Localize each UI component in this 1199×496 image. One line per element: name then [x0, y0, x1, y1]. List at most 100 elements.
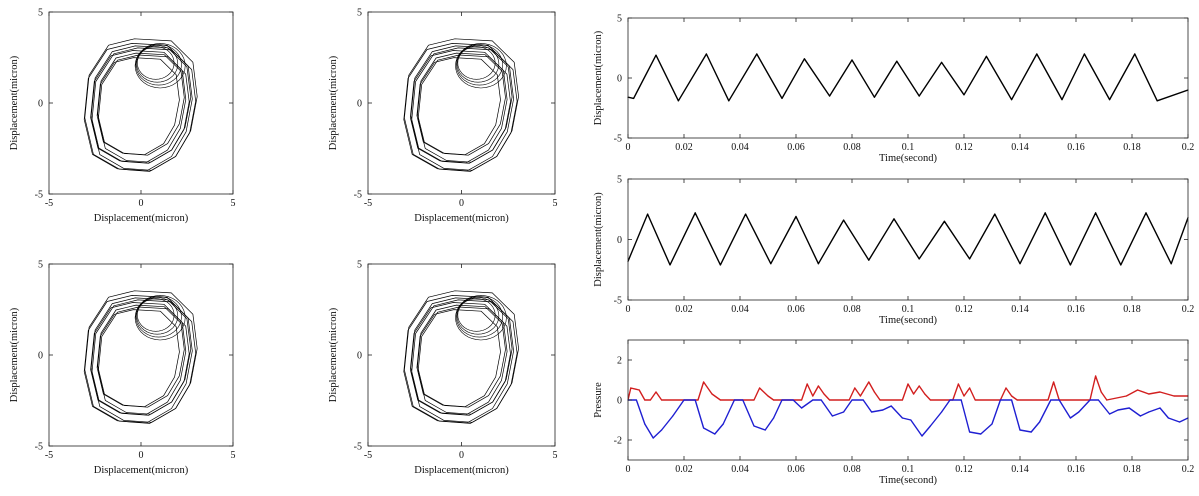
y-tick-label-orbit-1-2: 0: [38, 99, 43, 110]
data-point-pressure-1-5: [649, 399, 652, 401]
data-point-pressure-2-45: [1058, 399, 1060, 401]
data-point-pressure-1-18: [812, 395, 814, 397]
data-point-pressure-2-35: [960, 399, 962, 401]
data-point-time-displacement-2-1-23: [1170, 263, 1172, 265]
data-point-pressure-2-57: [1179, 421, 1181, 423]
x-axis-label-orbit-3: Displacement(micron): [94, 465, 189, 476]
data-point-pressure-1-4: [644, 399, 646, 401]
data-point-pressure-1-24: [859, 395, 862, 397]
y-axis-label-orbit-1: Displacement(micron): [9, 55, 20, 150]
data-point-pressure-2-39: [999, 399, 1002, 401]
x-tick-label-pressure-6: 0.1: [902, 464, 915, 475]
data-point-time-displacement-2-1-5: [719, 264, 722, 266]
data-point-pressure-1-27: [879, 399, 881, 401]
data-point-time-displacement-1-1-6: [728, 100, 730, 102]
data-point-pressure-1-33: [929, 399, 932, 401]
y-axis-label-time-displacement-1: Displacement(micron): [593, 30, 604, 125]
y-tick-label-orbit-2-2: 0: [357, 99, 362, 110]
data-point-pressure-1-53: [1159, 391, 1161, 393]
orbit-lobe-orbit-2-1: [457, 46, 496, 80]
y-tick-label-orbit-4-2: 0: [357, 351, 362, 362]
data-point-time-displacement-2-1-6: [745, 213, 747, 215]
series-line-pressure-2: [628, 399, 1188, 439]
orbit-lobe-orbit-3-2: [136, 297, 179, 335]
data-point-time-displacement-1-1-23: [1134, 53, 1136, 55]
data-point-pressure-2-13: [742, 399, 744, 401]
x-tick-label-time-displacement-1-5: 0.08: [843, 142, 861, 153]
data-point-pressure-2-18: [792, 399, 794, 401]
data-point-pressure-2-24: [851, 399, 853, 401]
data-point-pressure-1-11: [719, 399, 722, 401]
data-point-pressure-2-47: [1078, 411, 1080, 413]
data-point-time-displacement-1-1-15: [941, 61, 943, 64]
x-tick-label-orbit-1-1: -5: [45, 198, 53, 209]
data-point-pressure-1-21: [829, 399, 831, 401]
x-tick-label-time-displacement-1-2: 0.02: [675, 142, 693, 153]
orbit-lobe-orbit-4-3: [455, 296, 503, 338]
orbit-loop-orbit-3-6: [91, 299, 197, 423]
panel-orbit-1: -5 0 5 -5 0 5 Displacement(micron) Displacement…: [9, 8, 236, 225]
data-point-pressure-2-27: [882, 409, 884, 411]
data-point-pressure-2-25: [862, 399, 864, 401]
data-point-time-displacement-2-1-3: [669, 264, 671, 266]
data-point-pressure-2-56: [1167, 417, 1169, 419]
orbit-loop-orbit-1-7: [83, 43, 193, 172]
orbit-lobe-orbit-4-2: [456, 297, 500, 335]
x-tick-label-orbit-4-1: -5: [364, 450, 372, 461]
x-tick-label-time-displacement-2-1: 0: [626, 304, 631, 315]
orbit-loop-orbit-4-2: [417, 304, 506, 408]
series-line-pressure-1: [628, 375, 1188, 401]
data-point-pressure-1-23: [854, 387, 856, 389]
data-point-pressure-2-9: [703, 427, 705, 429]
panel-pressure: 0 0.02 0.04 0.06 0.08 0.1 0.12 0.14 0.16 0.18 0.2 -…: [593, 339, 1194, 486]
y-tick-label-time-displacement-2-2: 0: [617, 235, 622, 246]
data-point-pressure-1-42: [1016, 399, 1018, 401]
orbit-loop-orbit-3-7: [83, 295, 193, 424]
orbit-loop-orbit-4-6: [411, 299, 518, 423]
data-point-pressure-2-37: [980, 433, 982, 435]
orbit-lobe-orbit-2-4: [455, 43, 507, 89]
data-point-pressure-2-22: [831, 415, 834, 417]
x-tick-label-orbit-1-3: 5: [231, 198, 236, 209]
series-line-time-displacement-2-1: [628, 212, 1188, 266]
data-point-time-displacement-2-1-22: [1145, 212, 1147, 214]
data-point-pressure-2-14: [753, 425, 755, 427]
x-tick-label-orbit-2-2: 0: [459, 198, 464, 209]
series-line-time-displacement-1-1: [628, 53, 1188, 102]
orbit-loop-orbit-2-5: [410, 45, 513, 164]
data-point-time-displacement-2-1-17: [1019, 263, 1021, 265]
data-point-pressure-1-15: [773, 399, 775, 401]
data-point-pressure-1-10: [711, 393, 713, 395]
data-point-time-displacement-1-1-8: [781, 97, 783, 99]
data-point-time-displacement-1-1-3: [655, 54, 657, 56]
x-tick-label-orbit-1-2: 0: [139, 198, 144, 209]
y-tick-label-time-displacement-2-3: 5: [617, 175, 622, 186]
data-point-pressure-1-41: [1011, 395, 1013, 397]
data-point-time-displacement-2-1-13: [918, 258, 920, 260]
data-point-pressure-2-29: [901, 417, 904, 419]
data-point-pressure-1-9: [703, 381, 705, 383]
data-point-time-displacement-2-1-12: [893, 218, 895, 220]
data-point-pressure-2-20: [812, 399, 814, 401]
orbit-lobe-orbit-1-3: [135, 44, 182, 86]
x-tick-label-time-displacement-2-6: 0.1: [902, 304, 915, 315]
data-point-time-displacement-1-1-17: [985, 55, 988, 58]
x-tick-label-time-displacement-1-6: 0.1: [902, 142, 915, 153]
data-point-time-displacement-1-1-21: [1083, 53, 1085, 55]
x-tick-label-pressure-1: 0: [626, 464, 631, 475]
x-tick-label-time-displacement-1-11: 0.2: [1182, 142, 1195, 153]
data-point-pressure-1-50: [1125, 395, 1127, 397]
y-axis-label-pressure: Pressure: [593, 382, 604, 418]
orbit-loop-orbit-2-2: [417, 52, 506, 156]
data-point-pressure-1-7: [661, 399, 663, 401]
orbit-lobe-orbit-3-4: [134, 295, 186, 341]
x-tick-label-time-displacement-2-2: 0.02: [675, 304, 693, 315]
data-point-pressure-1-12: [753, 399, 755, 401]
data-point-time-displacement-1-1-10: [829, 95, 831, 97]
y-tick-label-pressure-1: -2: [614, 436, 622, 447]
data-point-time-displacement-1-1-22: [1109, 99, 1111, 101]
data-point-time-displacement-2-1-16: [994, 213, 996, 215]
orbit-lobe-orbit-3-3: [135, 296, 182, 338]
orbit-lobe-orbit-2-3: [455, 44, 503, 86]
